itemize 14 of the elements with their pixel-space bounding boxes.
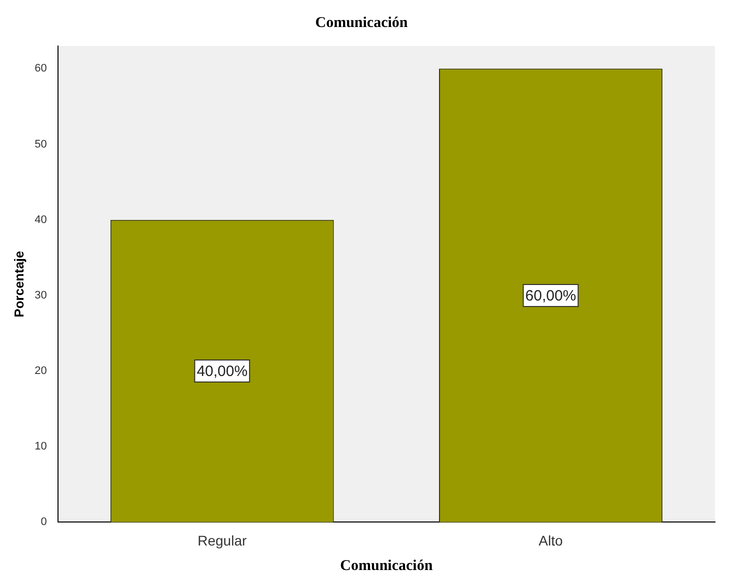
data-label: 60,00% — [525, 288, 576, 305]
y-tick-label: 10 — [34, 440, 47, 453]
y-tick-label: 30 — [34, 289, 47, 302]
y-tick-label: 20 — [34, 365, 47, 378]
x-axis-title: Comunicación — [340, 558, 434, 574]
y-tick-label: 60 — [34, 62, 47, 75]
chart-title: Comunicación — [315, 14, 408, 31]
x-tick-label: Regular — [198, 532, 247, 548]
y-tick-label: 40 — [34, 214, 47, 226]
y-tick-label: 0 — [40, 516, 47, 528]
data-label: 40,00% — [196, 363, 248, 380]
x-tick-label: Alto — [538, 532, 563, 548]
y-tick-label: 50 — [34, 138, 47, 150]
y-axis-title: Porcentaje — [11, 250, 26, 318]
